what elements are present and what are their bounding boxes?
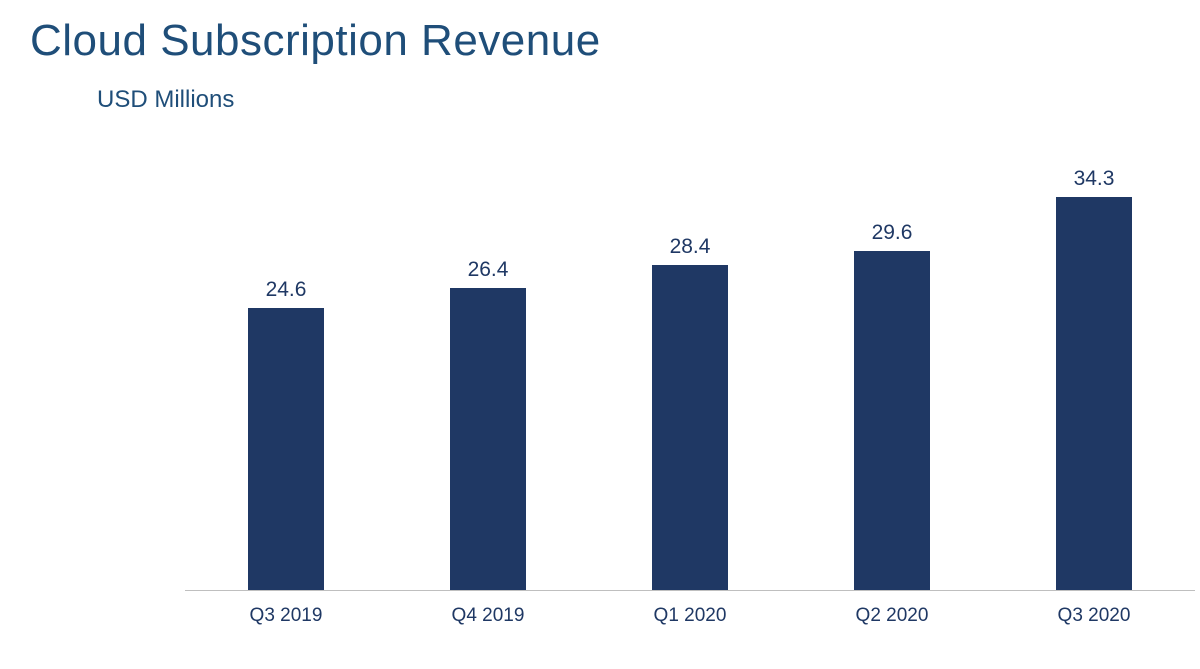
bar-value-label: 34.3 [1073,167,1115,190]
bar-chart: 24.6 26.4 28.4 29.6 34.3 Q3 2019 Q4 2019 Q1 20… [185,160,1195,627]
bar [1056,197,1132,590]
chart-subtitle: USD Millions [97,86,235,113]
x-tick-label: Q2 2020 [855,605,929,626]
bar [450,288,526,590]
bar-value-label: 28.4 [669,235,711,258]
bar-column: 28.4 [589,160,791,590]
bar [652,265,728,590]
bar [248,308,324,590]
plot-area: 24.6 26.4 28.4 29.6 34.3 [185,160,1195,591]
bar-value-label: 26.4 [467,258,509,281]
bar-value-label: 29.6 [871,221,913,244]
x-tick-label: Q1 2020 [653,605,727,626]
bar-value-label: 24.6 [265,278,307,301]
bar-column: 26.4 [387,160,589,590]
bar-column: 24.6 [185,160,387,590]
chart-title: Cloud Subscription Revenue [30,16,601,65]
x-tick-label: Q4 2019 [451,605,525,626]
x-tick-label: Q3 2019 [249,605,323,626]
bar [854,251,930,590]
x-axis-labels: Q3 2019 Q4 2019 Q1 2020 Q2 2020 Q3 2020 [185,591,1195,627]
bar-column: 34.3 [993,160,1195,590]
x-tick-label: Q3 2020 [1057,605,1131,626]
bar-column: 29.6 [791,160,993,590]
